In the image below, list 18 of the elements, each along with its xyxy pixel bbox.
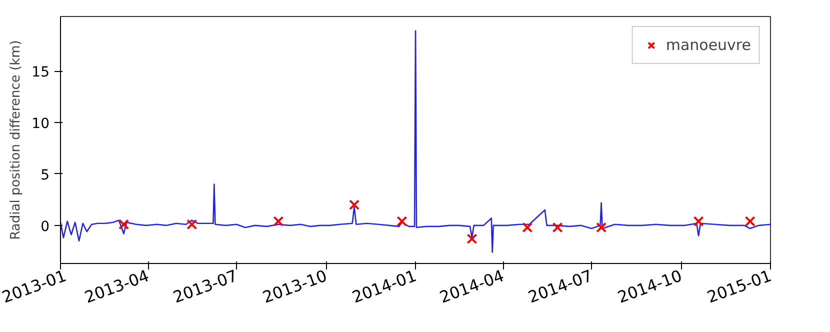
- y-tick-label: 15: [32, 64, 50, 81]
- point: [466, 234, 478, 244]
- legend-label: manoeuvre: [666, 36, 751, 54]
- point: [552, 222, 563, 233]
- point: [186, 219, 198, 230]
- point: [273, 216, 284, 227]
- y-tick-label: 10: [32, 116, 50, 132]
- point: [348, 200, 360, 210]
- y-axis-title: Radial position difference (km): [8, 40, 24, 240]
- point: [118, 219, 129, 230]
- point: [693, 216, 704, 227]
- point: [596, 222, 607, 233]
- point: [522, 222, 533, 233]
- line-series: [60, 30, 770, 253]
- point: [744, 216, 756, 227]
- y-tick-label: 0: [40, 218, 50, 235]
- y-tick-label: 5: [40, 167, 50, 184]
- point: [396, 216, 408, 227]
